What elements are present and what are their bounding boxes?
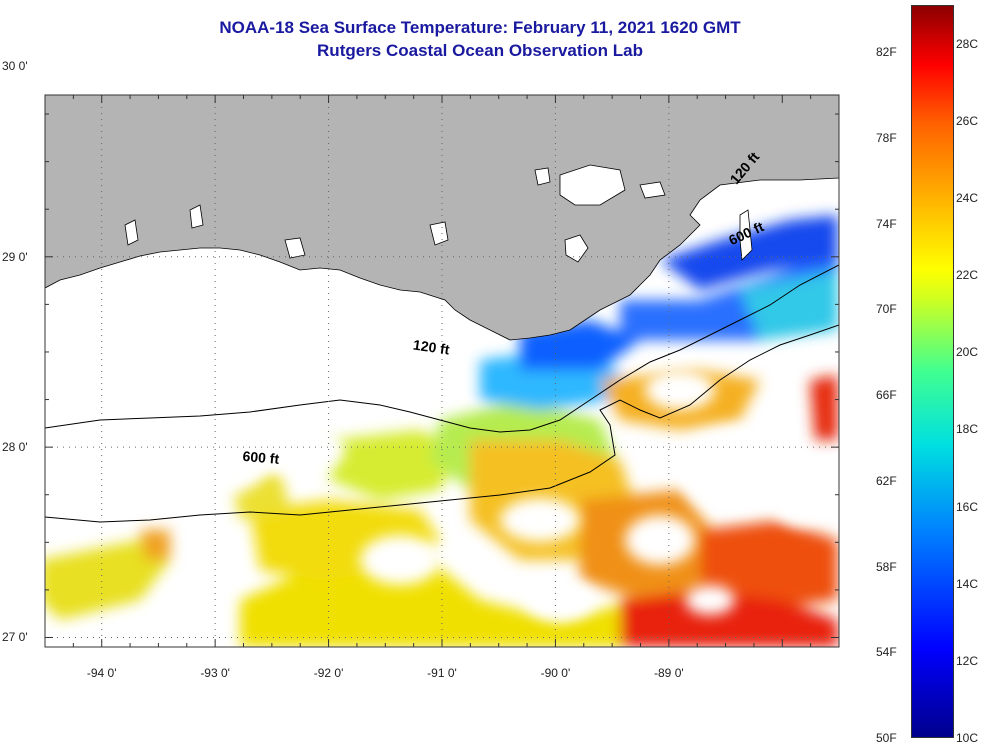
lon-label: -89 0' xyxy=(654,666,684,680)
colorbar-celsius-label: 12C xyxy=(956,653,979,668)
sst-field xyxy=(45,215,838,647)
colorbar-fahrenheit-label: 50F xyxy=(876,731,897,745)
colorbar-fahrenheit-label: 78F xyxy=(876,130,897,145)
isobath-600ft xyxy=(45,324,839,523)
cloud-mask xyxy=(90,335,830,620)
colorbar-fahrenheit-label: 82F xyxy=(876,45,897,60)
lon-label: -94 0' xyxy=(86,666,117,680)
isobath-label: 600 ft xyxy=(242,448,280,467)
colorbar-fahrenheit-label: 70F xyxy=(876,302,897,317)
lat-label: 27 0' xyxy=(2,630,28,645)
colorbar-celsius-label: 22C xyxy=(956,268,979,283)
lon-label: -92 0' xyxy=(313,666,344,680)
land-mass xyxy=(45,95,839,341)
colorbar-celsius-label: 20C xyxy=(956,345,979,360)
colorbar-fahrenheit-label: 74F xyxy=(876,216,897,231)
colorbar-fahrenheit-label: 66F xyxy=(876,388,897,403)
colorbar-celsius-label: 18C xyxy=(956,422,979,437)
lon-label: -91 0' xyxy=(427,666,457,680)
colorbar-celsius-label: 26C xyxy=(956,113,979,128)
lat-label: 29 0' xyxy=(2,249,28,264)
lat-label: 30 0' xyxy=(2,59,28,74)
lon-label: -90 0' xyxy=(540,666,571,680)
colorbar-celsius-label: 16C xyxy=(956,499,979,514)
isobath-label: 120 ft xyxy=(412,337,451,358)
isobath-120ft xyxy=(45,264,839,433)
colorbar-fahrenheit-label: 54F xyxy=(876,645,897,660)
graticule xyxy=(45,95,839,647)
temperature-colorbar xyxy=(911,5,954,738)
lakes xyxy=(124,164,753,263)
lat-label: 28 0' xyxy=(2,440,28,455)
title-line-2: Rutgers Coastal Ocean Observation Lab xyxy=(317,41,643,60)
colorbar-fahrenheit-label: 62F xyxy=(876,473,897,488)
colorbar-celsius-label: 24C xyxy=(956,190,979,205)
colorbar-celsius-label: 14C xyxy=(956,576,979,591)
title-line-1: NOAA-18 Sea Surface Temperature: Februar… xyxy=(219,18,741,37)
colorbar-celsius-label: 28C xyxy=(956,36,979,51)
axis-ticks xyxy=(45,95,840,647)
lon-label: -93 0' xyxy=(200,666,230,680)
colorbar-celsius-label: 10C xyxy=(956,731,979,745)
colorbar-fahrenheit-label: 58F xyxy=(876,559,897,574)
